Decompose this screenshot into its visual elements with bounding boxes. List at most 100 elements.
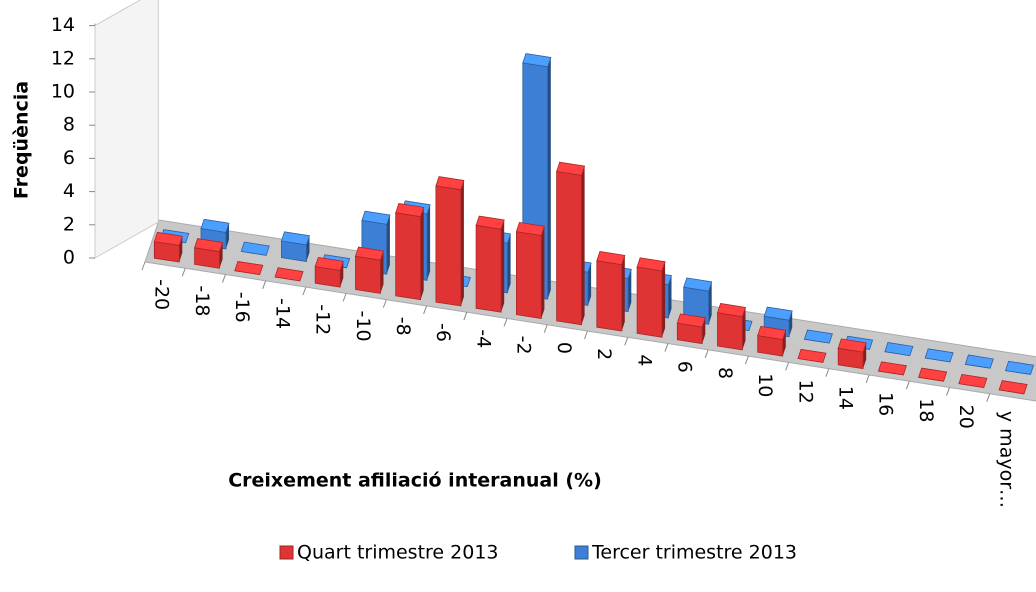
x-tick — [905, 381, 910, 390]
bar-side — [789, 311, 793, 337]
y-tick-label: 10 — [51, 81, 75, 103]
x-tick — [221, 274, 226, 283]
x-tick-label: -14 — [271, 298, 293, 329]
bar-top — [194, 238, 224, 253]
bar-top — [515, 221, 545, 236]
bar-top — [998, 380, 1028, 395]
bar-top — [240, 241, 270, 256]
bar-side — [662, 261, 666, 338]
bar-top — [556, 161, 586, 176]
bar — [153, 231, 183, 263]
bar-top — [153, 231, 183, 246]
x-tick-label: 10 — [754, 373, 776, 397]
bar-top — [797, 348, 827, 363]
bar-side — [501, 220, 505, 313]
bar — [924, 348, 954, 363]
bar — [435, 176, 465, 307]
bar — [234, 261, 264, 276]
bar-top — [234, 261, 264, 276]
bar — [676, 313, 706, 345]
bar-side — [621, 255, 625, 331]
bar-side — [628, 269, 632, 312]
x-tick — [302, 286, 307, 296]
x-tick — [342, 293, 347, 302]
bar-side — [863, 342, 867, 369]
bar-side — [306, 235, 310, 262]
bar-front — [556, 171, 582, 326]
bar-top — [958, 373, 988, 388]
bar — [556, 161, 586, 326]
bar-top — [918, 367, 948, 382]
bar — [837, 338, 867, 370]
y-tick-label: 0 — [63, 247, 75, 269]
side-wall — [94, 0, 159, 259]
y-tick-label: 6 — [63, 147, 75, 169]
x-tick-label: -10 — [352, 311, 374, 342]
x-axis-title: Creixement afiliació interanual (%) — [228, 470, 602, 492]
bar-side — [541, 226, 545, 319]
bar-top — [803, 329, 833, 344]
bar-side — [386, 215, 390, 275]
bar-top — [522, 53, 552, 68]
bar — [515, 221, 545, 319]
x-tick-label: 0 — [553, 342, 575, 354]
bar-top — [395, 203, 425, 218]
bar — [757, 325, 787, 357]
legend-swatch — [279, 545, 294, 560]
x-tick — [744, 355, 749, 365]
legend-label: Tercer trimestre 2013 — [591, 542, 797, 564]
x-tick — [423, 305, 428, 315]
bar-top — [763, 306, 793, 321]
bar — [354, 246, 385, 294]
x-tick — [624, 337, 629, 346]
x-tick-label: -6 — [432, 323, 454, 342]
x-tick-label: 16 — [875, 392, 897, 416]
x-tick-label: -2 — [513, 336, 535, 355]
x-tick-label: 4 — [633, 354, 655, 366]
x-tick-label: 20 — [955, 405, 977, 429]
bar-front — [636, 266, 663, 338]
bar — [964, 354, 994, 369]
bar-front — [475, 224, 502, 313]
bar-side — [668, 275, 672, 318]
x-tick — [181, 268, 186, 277]
x-tick — [865, 374, 870, 384]
bar-top — [877, 361, 907, 376]
x-tick-label: 12 — [794, 380, 816, 404]
y-axis-title: Freqüència — [11, 81, 33, 199]
y-tick-label: 8 — [63, 114, 75, 136]
legend-label: Quart trimestre 2013 — [297, 542, 499, 564]
bar — [194, 238, 224, 269]
bar-top — [361, 210, 391, 225]
y-tick-label: 12 — [51, 47, 75, 69]
bar — [803, 329, 833, 344]
x-tick — [986, 393, 991, 402]
bar — [314, 256, 344, 288]
bar-top — [1004, 360, 1035, 375]
bar-top — [200, 218, 230, 233]
bar-side — [547, 57, 551, 300]
bar-side — [702, 317, 706, 344]
bar-side — [581, 166, 585, 325]
x-tick-label: -16 — [231, 292, 253, 323]
x-tick-label: 2 — [593, 348, 615, 360]
bar-side — [782, 330, 786, 357]
bar — [877, 361, 907, 376]
x-tick — [704, 349, 709, 358]
bar — [958, 373, 988, 388]
bar-side — [380, 251, 384, 294]
bar-top — [964, 354, 994, 369]
bar-front — [355, 255, 381, 294]
bar-top — [837, 338, 867, 353]
bar-side — [219, 242, 223, 269]
bar-side — [420, 207, 424, 300]
bar — [395, 203, 425, 301]
bar-front — [596, 260, 623, 332]
x-tick — [382, 299, 387, 308]
bar — [596, 251, 626, 332]
bar-front — [516, 231, 542, 319]
bar-top — [884, 342, 914, 357]
x-tick — [463, 312, 468, 321]
x-tick — [946, 387, 951, 396]
